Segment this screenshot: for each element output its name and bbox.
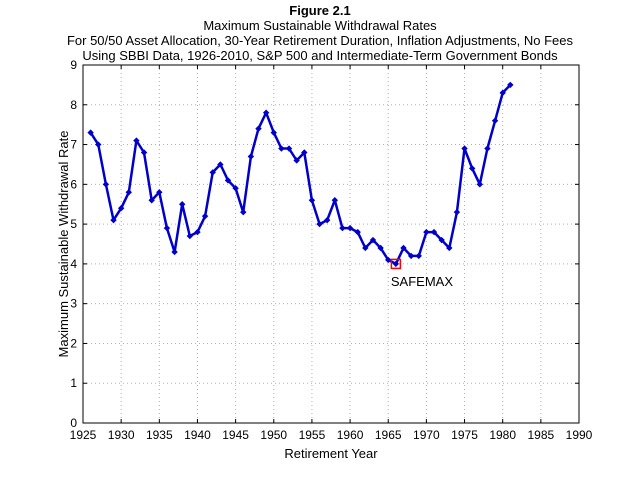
data-point xyxy=(461,145,468,152)
data-point xyxy=(385,256,392,264)
data-point xyxy=(278,145,285,152)
safemax-marker xyxy=(390,258,402,270)
data-point xyxy=(491,117,499,124)
data-point xyxy=(499,89,506,97)
data-point xyxy=(323,216,331,224)
y-tick-label: 4 xyxy=(70,257,77,271)
data-point xyxy=(453,208,461,216)
data-point xyxy=(423,228,430,236)
data-point xyxy=(362,244,369,252)
y-tick-label: 2 xyxy=(70,336,77,350)
grid-lines xyxy=(83,65,579,423)
chart-subtitle-line-2: Using SBBI Data, 1926-2010, S&P 500 and … xyxy=(82,48,558,63)
data-point xyxy=(415,252,422,260)
y-tick-label: 3 xyxy=(70,297,77,311)
y-tick-label: 9 xyxy=(70,58,77,72)
data-point xyxy=(201,212,209,220)
data-point xyxy=(148,197,155,204)
data-point xyxy=(102,181,110,188)
series-line xyxy=(89,84,512,266)
plot-area-border xyxy=(82,64,580,424)
data-point xyxy=(255,125,262,132)
data-point xyxy=(133,137,140,144)
data-point xyxy=(156,189,163,196)
data-point xyxy=(476,181,483,188)
data-point xyxy=(346,224,354,232)
data-point xyxy=(354,228,361,236)
data-point xyxy=(240,208,247,216)
safemax-annotation: SAFEMAX xyxy=(390,258,453,289)
data-point xyxy=(507,81,514,89)
data-point xyxy=(484,145,491,152)
x-tick-label: 1950 xyxy=(260,428,287,442)
data-point xyxy=(438,236,445,244)
data-point xyxy=(331,197,339,204)
data-point xyxy=(468,165,476,172)
data-point xyxy=(110,216,117,224)
data-point xyxy=(217,161,224,168)
data-point xyxy=(293,157,300,164)
data-point xyxy=(430,228,438,236)
y-axis-label: Maximum Sustainable Withdrawal Rate xyxy=(56,131,71,358)
x-tick-label: 1930 xyxy=(108,428,135,442)
chart-subtitle-line-1: For 50/50 Asset Allocation, 30-Year Reti… xyxy=(66,33,574,48)
x-tick-label: 1925 xyxy=(70,428,97,442)
y-tick-label: 7 xyxy=(70,138,77,152)
data-point xyxy=(125,189,132,196)
chart-title: Maximum Sustainable Withdrawal Rates xyxy=(203,18,437,33)
x-tick-label: 1980 xyxy=(489,428,516,442)
x-tick-label: 1935 xyxy=(146,428,173,442)
data-point xyxy=(377,244,384,252)
data-point xyxy=(339,224,346,232)
data-point xyxy=(270,129,277,136)
data-point xyxy=(194,228,201,236)
data-point xyxy=(171,248,178,256)
x-tick-label: 1975 xyxy=(451,428,478,442)
data-point xyxy=(369,236,377,244)
data-point xyxy=(232,185,239,192)
data-point xyxy=(186,232,194,240)
data-point xyxy=(407,252,415,260)
figure-label: Figure 2.1 xyxy=(289,3,351,18)
data-point xyxy=(400,244,407,252)
data-point xyxy=(179,201,186,208)
x-tick-label: 1990 xyxy=(566,428,593,442)
data-point xyxy=(301,149,308,156)
data-point xyxy=(308,197,316,204)
x-tick-label: 1985 xyxy=(527,428,554,442)
y-tick-label: 0 xyxy=(70,416,77,430)
chart-titles: Figure 2.1 Maximum Sustainable Withdrawa… xyxy=(0,3,640,63)
x-tick-label: 1965 xyxy=(375,428,402,442)
y-tick-label: 6 xyxy=(70,177,77,191)
data-point xyxy=(87,129,94,136)
data-point xyxy=(95,141,102,148)
data-point xyxy=(316,220,323,228)
y-tick-label: 1 xyxy=(70,376,77,390)
data-point xyxy=(262,109,270,116)
data-point xyxy=(285,145,293,152)
data-point xyxy=(140,149,148,156)
data-point xyxy=(247,153,255,160)
data-point xyxy=(446,244,453,252)
data-point xyxy=(392,260,400,268)
axis-ticks: 1925 1930 1935 1940 1945 1950 1955 1960 1965 1970… xyxy=(70,58,593,442)
data-point xyxy=(209,169,216,176)
x-tick-label: 1945 xyxy=(222,428,249,442)
x-tick-label: 1955 xyxy=(299,428,326,442)
data-point xyxy=(163,224,171,232)
y-tick-label: 5 xyxy=(70,217,77,231)
x-axis-label: Retirement Year xyxy=(284,446,378,461)
data-point xyxy=(224,177,232,184)
x-tick-label: 1970 xyxy=(413,428,440,442)
x-tick-label: 1960 xyxy=(337,428,364,442)
data-point xyxy=(117,205,125,212)
y-tick-label: 8 xyxy=(70,98,77,112)
x-tick-label: 1940 xyxy=(184,428,211,442)
safemax-label: SAFEMAX xyxy=(391,274,453,289)
series-withdrawal-rate xyxy=(87,81,514,268)
